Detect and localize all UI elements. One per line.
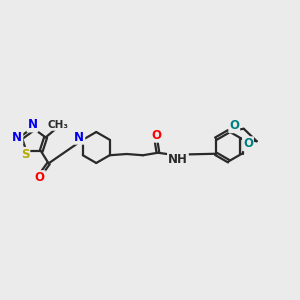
Text: S: S	[21, 148, 29, 161]
Text: O: O	[151, 129, 161, 142]
Text: N: N	[12, 131, 22, 144]
Text: N: N	[28, 118, 38, 131]
Text: CH₃: CH₃	[47, 120, 68, 130]
Text: O: O	[35, 171, 45, 184]
Text: O: O	[229, 119, 239, 132]
Text: N: N	[74, 131, 84, 144]
Text: NH: NH	[168, 153, 188, 166]
Text: O: O	[243, 137, 253, 150]
